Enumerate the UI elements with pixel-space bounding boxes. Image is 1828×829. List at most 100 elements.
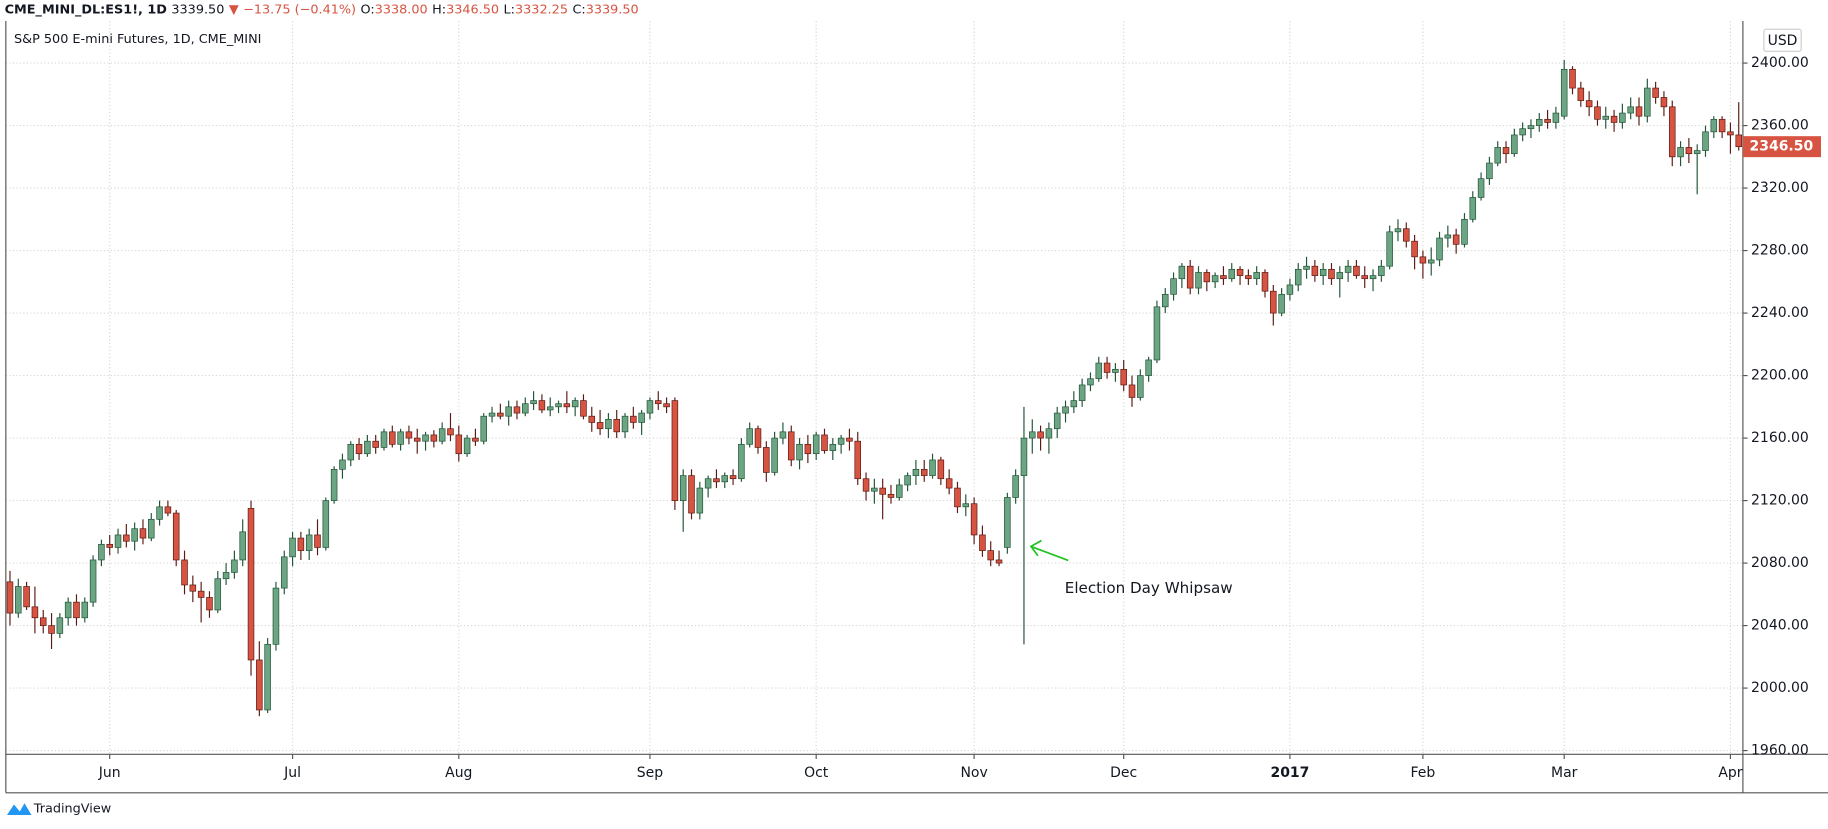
candle-body [463, 437, 471, 455]
candle-body [1502, 147, 1510, 155]
candle-body [571, 400, 579, 408]
candle-body [1004, 497, 1011, 548]
candle-body [56, 617, 64, 634]
candle-body [1087, 378, 1094, 386]
candle-body [480, 415, 487, 442]
candle-body [488, 412, 496, 417]
candle-body [871, 487, 878, 492]
candle-body [1735, 134, 1743, 148]
candle-body [330, 468, 338, 501]
candle-body [355, 443, 363, 455]
candle-body [1195, 272, 1202, 289]
candle-body [447, 428, 454, 436]
candle-body [422, 434, 429, 442]
annotation: Election Day Whipsaw [1065, 579, 1233, 597]
candle-body [829, 443, 837, 451]
candle-body [1369, 275, 1377, 280]
candle-body [1112, 368, 1119, 373]
candle-body [1353, 265, 1360, 276]
candle-body [821, 434, 828, 451]
candle-body [1178, 265, 1186, 280]
candle-body [231, 559, 238, 573]
candle-body [1569, 68, 1576, 89]
candle-body [472, 437, 479, 442]
candle-body [1344, 265, 1352, 273]
candle-body [920, 468, 928, 476]
candle-body [779, 431, 787, 439]
candle-body [846, 437, 853, 442]
candle-body [979, 534, 986, 551]
candle-body [197, 590, 205, 598]
candle-body [613, 418, 620, 433]
ohlc-label: L: [504, 2, 515, 17]
candle-body [696, 487, 704, 514]
x-tick-label: Nov [960, 765, 987, 781]
y-tick-label: 2120.00 [1751, 493, 1809, 509]
candle-body [73, 601, 80, 619]
candle-body [1319, 268, 1327, 276]
y-tick-label: 2240.00 [1751, 305, 1809, 321]
candle-body [1278, 293, 1285, 314]
candle-body [1519, 128, 1526, 136]
candle-body [1552, 112, 1560, 123]
chart-title: S&P 500 E-mini Futures, 1D, CME_MINI [14, 32, 261, 47]
candle-body [123, 534, 130, 542]
candle-body [81, 601, 89, 619]
candle-body [1261, 272, 1269, 292]
candle-body [1469, 197, 1477, 220]
y-tick-label: 2400.00 [1751, 55, 1809, 71]
x-tick-label: Feb [1411, 765, 1436, 781]
candle-body [555, 403, 562, 408]
candle-body [904, 475, 911, 486]
candle-body [1718, 118, 1726, 133]
candle-body [239, 531, 246, 561]
ohlc-label: H: [432, 2, 446, 17]
candle-body [804, 443, 812, 455]
y-tick-label: 2160.00 [1751, 430, 1809, 446]
candle-body [181, 559, 188, 586]
candle-body [1527, 125, 1535, 130]
candle-body [189, 584, 197, 592]
grid [5, 21, 1743, 755]
candle-body [1095, 362, 1103, 380]
candle-body [98, 543, 105, 561]
candle-body [48, 625, 55, 634]
candle-body [854, 440, 862, 480]
candle-body [256, 659, 263, 711]
candle-body [1045, 428, 1053, 439]
currency-box[interactable] [1763, 28, 1802, 52]
candle-body [1702, 131, 1709, 151]
candle-body [995, 559, 1003, 564]
candle-body [1411, 240, 1418, 258]
candle-body [1053, 412, 1061, 430]
candle-body [305, 534, 313, 551]
y-tick-label: 2040.00 [1751, 618, 1809, 634]
candle-body [812, 434, 820, 455]
candle-body [156, 506, 163, 520]
annotation-arrowhead [1029, 539, 1042, 557]
candle-body [1253, 272, 1260, 280]
candle-body [1245, 275, 1252, 280]
x-tick-label: Dec [1110, 765, 1137, 781]
candle-body [1062, 406, 1069, 414]
candle-body [106, 543, 113, 548]
candle-body [721, 475, 729, 483]
candle-body [214, 578, 222, 611]
candle-body [688, 475, 695, 514]
candle-body [1394, 228, 1402, 233]
x-tick-label: Oct [804, 765, 829, 781]
candle-body [6, 581, 14, 614]
candle-body [1486, 162, 1493, 180]
candle-body [1677, 147, 1684, 158]
candle-body [347, 443, 355, 461]
candle-body [1328, 268, 1335, 280]
candle-body [1693, 150, 1701, 155]
candle-body [1644, 87, 1651, 117]
candle-body [1427, 259, 1435, 264]
currency[interactable]: USD [1768, 33, 1798, 49]
candle-body [1602, 115, 1610, 120]
candle-body [546, 406, 554, 411]
candle-body [497, 412, 504, 417]
candle-body [1652, 87, 1659, 98]
x-tick-label: Aug [445, 765, 472, 781]
